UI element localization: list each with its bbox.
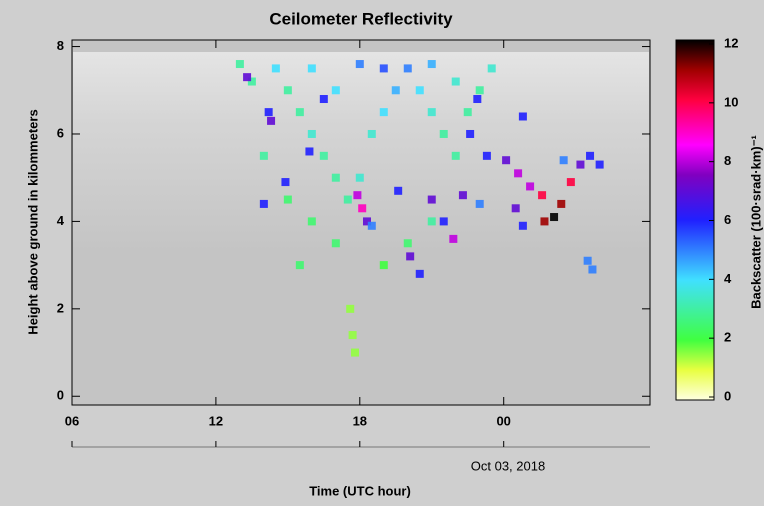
colorbar-tick-label: 12 [724, 35, 738, 50]
cell [404, 64, 412, 72]
cell [260, 152, 268, 160]
cell [488, 64, 496, 72]
cell [449, 235, 457, 243]
colorbar-tick-label: 8 [724, 153, 731, 168]
colorbar-tick-label: 2 [724, 330, 731, 345]
x-tick-label: 18 [353, 413, 367, 428]
cell [404, 239, 412, 247]
cell [428, 108, 436, 116]
cell [557, 200, 565, 208]
x-tick-label: 06 [65, 413, 79, 428]
cell [332, 239, 340, 247]
cell [584, 257, 592, 265]
cell [428, 196, 436, 204]
cell [550, 213, 558, 221]
y-axis-label: Height above ground in kilommeters [25, 109, 40, 334]
cell [272, 64, 280, 72]
y-tick-label: 4 [57, 213, 65, 228]
cell [267, 117, 275, 125]
cell [380, 64, 388, 72]
cell [284, 86, 292, 94]
cell [473, 95, 481, 103]
cell [464, 108, 472, 116]
cell [284, 196, 292, 204]
cell [368, 222, 376, 230]
colorbar-tick-label: 4 [724, 271, 732, 286]
cell [440, 130, 448, 138]
cell [380, 108, 388, 116]
cell [406, 252, 414, 260]
cell [260, 200, 268, 208]
x-tick-label: 00 [496, 413, 510, 428]
cell [296, 261, 304, 269]
cell [356, 174, 364, 182]
date-label: Oct 03, 2018 [471, 458, 545, 473]
cell [394, 187, 402, 195]
cell [519, 222, 527, 230]
cell [332, 86, 340, 94]
cell [358, 204, 366, 212]
cell [296, 108, 304, 116]
cell [576, 161, 584, 169]
cell [483, 152, 491, 160]
cell [540, 217, 548, 225]
cell [466, 130, 474, 138]
cell [281, 178, 289, 186]
cell [346, 305, 354, 313]
y-tick-label: 2 [57, 300, 64, 315]
cell [519, 112, 527, 120]
cell [243, 73, 251, 81]
x-tick-label: 12 [209, 413, 223, 428]
colorbar-label: Backscatter (100·srad·km)⁻¹ [748, 135, 763, 309]
cell [476, 200, 484, 208]
x-axis-label: Time (UTC hour) [309, 483, 411, 498]
cell [440, 217, 448, 225]
cell [567, 178, 575, 186]
colorbar-tick-label: 10 [724, 94, 738, 109]
cell [308, 64, 316, 72]
cell [416, 270, 424, 278]
cell [305, 147, 313, 155]
cell [308, 217, 316, 225]
cell [351, 349, 359, 357]
cell [586, 152, 594, 160]
cell [428, 60, 436, 68]
cell [353, 191, 361, 199]
cell [526, 182, 534, 190]
cell [476, 86, 484, 94]
cell [236, 60, 244, 68]
colorbar-tick-label: 0 [724, 388, 731, 403]
noise-band [73, 52, 649, 252]
cell [502, 156, 510, 164]
cell [428, 217, 436, 225]
cell [320, 152, 328, 160]
cell [459, 191, 467, 199]
cell [265, 108, 273, 116]
cell [452, 152, 460, 160]
cell [368, 130, 376, 138]
cell [514, 169, 522, 177]
cell [320, 95, 328, 103]
cell [452, 78, 460, 86]
cell [356, 60, 364, 68]
chart: Ceilometer Reflectivity Height above gro… [0, 0, 764, 506]
cell [416, 86, 424, 94]
cell [560, 156, 568, 164]
cell [349, 331, 357, 339]
cell [344, 196, 352, 204]
cell [332, 174, 340, 182]
y-tick-label: 0 [57, 388, 64, 403]
cell [512, 204, 520, 212]
cell [588, 265, 596, 273]
colorbar-tick-label: 6 [724, 212, 731, 227]
y-tick-label: 8 [57, 38, 64, 53]
cell [392, 86, 400, 94]
cell [538, 191, 546, 199]
y-tick-label: 6 [57, 125, 64, 140]
colorbar [676, 40, 714, 400]
cell [380, 261, 388, 269]
chart-title: Ceilometer Reflectivity [269, 9, 453, 28]
cell [308, 130, 316, 138]
cell [596, 161, 604, 169]
